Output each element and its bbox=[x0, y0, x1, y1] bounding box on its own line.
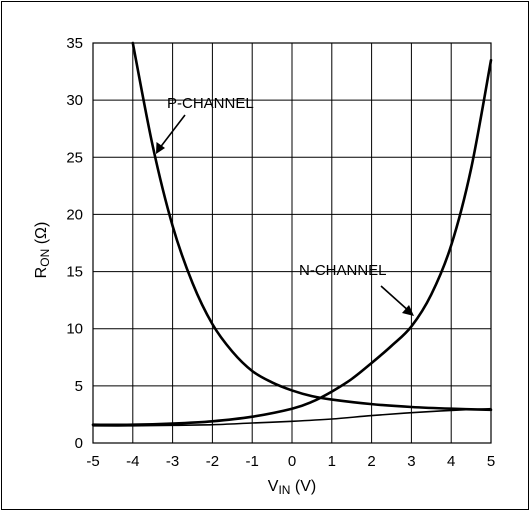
x-tick-label: -5 bbox=[86, 453, 99, 470]
x-tick-label: 4 bbox=[447, 453, 455, 470]
p-channel-label: P-CHANNEL bbox=[167, 95, 254, 112]
y-tick-label: 0 bbox=[75, 435, 83, 452]
x-axis-label: VIN (V) bbox=[268, 478, 316, 497]
p-channel-curve bbox=[131, 41, 493, 412]
p-channel-arrowhead bbox=[156, 142, 165, 154]
y-tick-label: 35 bbox=[66, 35, 83, 52]
y-tick-label: 30 bbox=[66, 92, 83, 109]
grid bbox=[92, 42, 492, 444]
n-channel-label: N-CHANNEL bbox=[299, 262, 387, 279]
x-tick-label: 1 bbox=[328, 453, 336, 470]
p-channel-arrow-line bbox=[158, 114, 186, 150]
y-tick-label: 15 bbox=[66, 264, 83, 281]
x-tick-label: 5 bbox=[487, 453, 495, 470]
x-tick-label: -4 bbox=[126, 453, 139, 470]
x-tick-label: 0 bbox=[288, 453, 296, 470]
n-channel-arrowhead bbox=[402, 305, 414, 316]
n-channel-curve bbox=[91, 58, 493, 427]
y-tick-label: 25 bbox=[66, 149, 83, 166]
lower-curve bbox=[92, 407, 492, 427]
tick-labels: -5 -4 -3 -2 -1 0 1 2 3 4 5 0 5 10 15 20 25 30 35 bbox=[66, 35, 495, 470]
x-tick-label: 3 bbox=[407, 453, 415, 470]
n-channel-arrow-line bbox=[380, 285, 411, 313]
x-tick-label: -3 bbox=[166, 453, 179, 470]
x-tick-label: -1 bbox=[246, 453, 259, 470]
plot-border bbox=[92, 42, 492, 444]
x-tick-label: 2 bbox=[367, 453, 375, 470]
y-tick-label: 5 bbox=[75, 378, 83, 395]
curves bbox=[91, 41, 493, 427]
y-axis-label: RON (Ω) bbox=[33, 222, 52, 279]
x-tick-label: -2 bbox=[206, 453, 219, 470]
y-tick-label: 20 bbox=[66, 206, 83, 223]
y-tick-label: 10 bbox=[66, 321, 83, 338]
